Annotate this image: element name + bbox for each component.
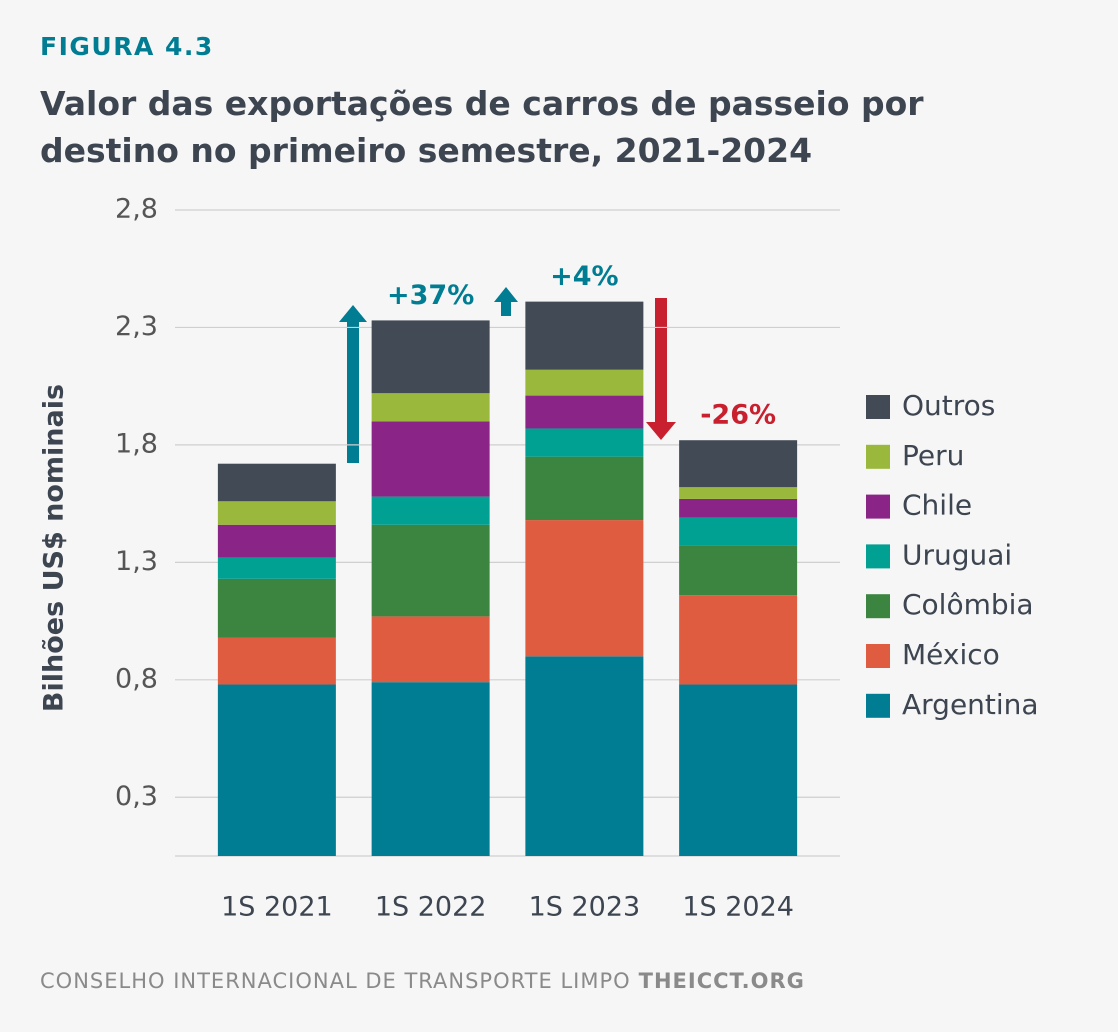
figure-label: FIGURA 4.3 xyxy=(40,32,214,61)
bar-segment xyxy=(371,421,490,497)
bar-segment xyxy=(525,395,644,429)
footer-site: THEICCT.ORG xyxy=(639,969,805,993)
legend-swatch xyxy=(866,594,890,619)
footer: CONSELHO INTERNACIONAL DE TRANSPORTE LIM… xyxy=(40,969,805,993)
arrow xyxy=(494,287,518,316)
x-tick-label: 1S 2024 xyxy=(682,892,794,923)
bar-segment xyxy=(371,320,490,394)
bar-segment xyxy=(217,501,336,525)
legend-label: México xyxy=(902,638,1000,671)
arrow xyxy=(646,298,676,440)
bar-segment xyxy=(371,682,490,856)
bar-segment xyxy=(525,301,644,370)
bar-segment xyxy=(679,517,798,546)
annotation: -26% xyxy=(700,400,776,431)
bar-segment xyxy=(679,440,798,488)
x-tick-label: 1S 2022 xyxy=(375,892,487,923)
bar-segment xyxy=(371,524,490,617)
chart-title: Valor das exportações de carros de passe… xyxy=(40,84,924,170)
legend-label: Colômbia xyxy=(902,588,1034,621)
legend-swatch xyxy=(866,444,890,469)
y-tick-label: 2,3 xyxy=(115,311,158,342)
bar-segment xyxy=(525,520,644,657)
bar-segment xyxy=(217,463,336,502)
legend-label: Peru xyxy=(902,439,964,472)
annotation: +37% xyxy=(387,280,474,311)
bar-segment xyxy=(525,656,644,856)
legend-swatch xyxy=(866,395,890,419)
y-tick-label: 1,3 xyxy=(115,546,158,577)
x-tick-label: 1S 2021 xyxy=(221,892,333,923)
bar-segment xyxy=(217,578,336,638)
y-axis-label: Bilhões US$ nominais xyxy=(39,384,70,712)
footer-source: CONSELHO INTERNACIONAL DE TRANSPORTE LIM… xyxy=(40,969,631,993)
bar-segment xyxy=(679,545,798,596)
bar-segment xyxy=(525,369,644,396)
bar-segment xyxy=(371,393,490,422)
x-tick-label: 1S 2023 xyxy=(529,892,641,923)
bar-segment xyxy=(679,487,798,499)
bar-segment xyxy=(371,496,490,525)
bar-segment xyxy=(217,637,336,685)
y-tick-label: 1,8 xyxy=(115,428,158,459)
legend-label: Uruguai xyxy=(902,538,1012,571)
bar-segment xyxy=(217,524,336,558)
legend-label: Argentina xyxy=(902,688,1039,721)
y-tick-label: 0,8 xyxy=(115,663,158,694)
annotation: +4% xyxy=(550,261,618,292)
bar-segment xyxy=(679,684,798,856)
legend-swatch xyxy=(866,544,890,569)
bar-segment xyxy=(679,595,798,685)
arrow xyxy=(339,305,367,463)
y-tick-label: 2,8 xyxy=(115,194,158,225)
bar-segment xyxy=(525,428,644,457)
y-tick-label: 0,3 xyxy=(115,781,158,812)
legend-swatch xyxy=(866,644,890,668)
legend-swatch xyxy=(866,494,890,519)
bar-segment xyxy=(371,616,490,683)
bar-segment xyxy=(217,557,336,579)
bar-segment xyxy=(525,456,644,521)
legend-swatch xyxy=(866,693,890,718)
bar-segment xyxy=(217,684,336,856)
legend-label: Chile xyxy=(902,489,972,522)
legend-label: Outros xyxy=(902,389,995,422)
bar-segment xyxy=(679,498,798,518)
